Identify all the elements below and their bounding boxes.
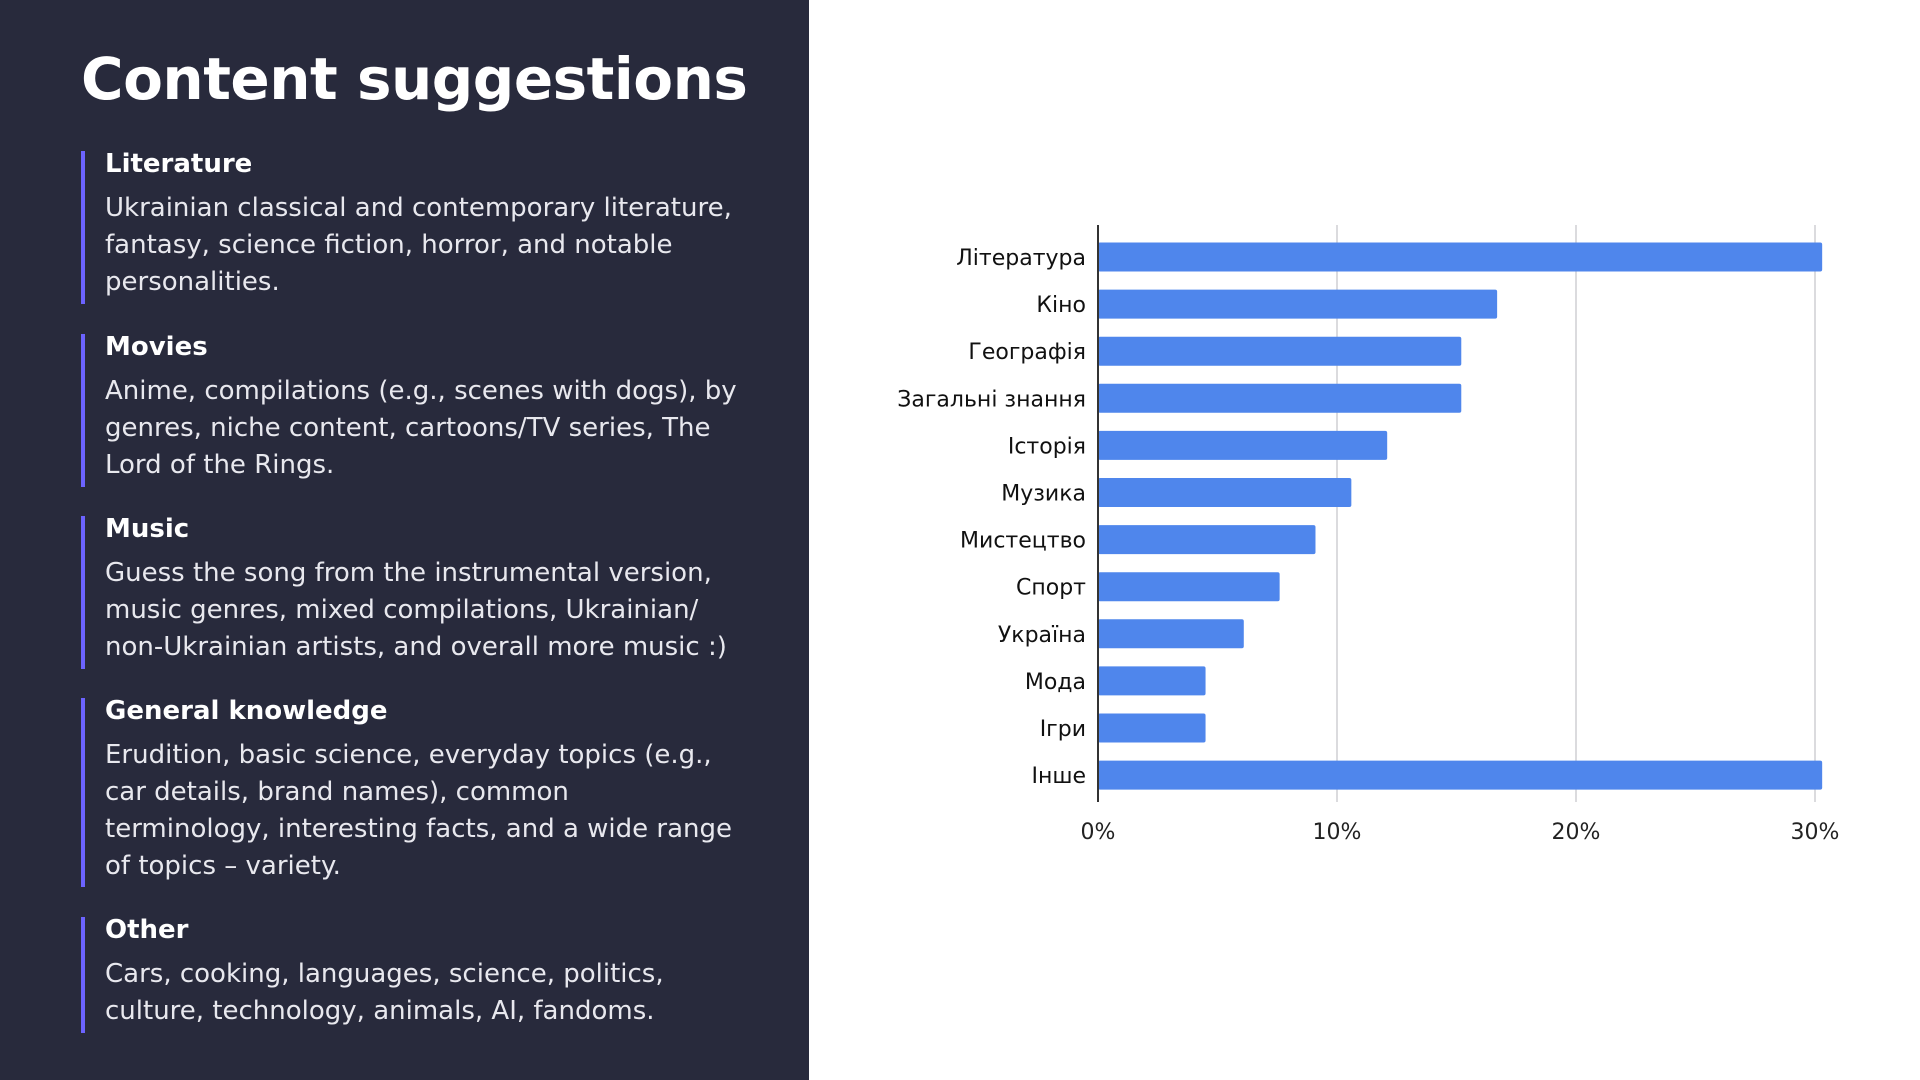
bar — [1098, 666, 1206, 696]
slide-title: Content suggestions — [81, 45, 748, 113]
bar — [1098, 572, 1280, 602]
section-body: Erudition, basic science, everyday topic… — [105, 740, 733, 882]
category-label: Географія — [968, 340, 1086, 365]
section-body: Ukrainian classical and contemporary lit… — [105, 193, 732, 298]
section-other: Other Cars, cooking, languages, science,… — [81, 915, 741, 1033]
section-body: Guess the song from the instrumental ver… — [105, 558, 727, 663]
bar — [1098, 430, 1388, 460]
category-label: Мистецтво — [960, 529, 1086, 554]
bar — [1098, 619, 1244, 649]
bar — [1098, 383, 1462, 413]
category-label: Література — [956, 246, 1086, 271]
category-label: Кіно — [1036, 293, 1086, 318]
section-music: Music Guess the song from the instrument… — [81, 514, 741, 669]
section-heading: Movies — [105, 332, 208, 362]
section-literature: Literature Ukrainian classical and conte… — [81, 149, 741, 304]
category-label: Ігри — [1040, 717, 1086, 742]
category-label: Україна — [998, 623, 1086, 648]
bar-chart: 0% 10% 20% 30% Література Кіно Географія Загаль… — [897, 225, 1840, 845]
bar — [1098, 525, 1316, 555]
category-label: Інше — [1031, 764, 1086, 789]
bar — [1098, 713, 1206, 743]
category-label: Історія — [1008, 434, 1086, 459]
bar — [1098, 289, 1498, 319]
section-heading: Literature — [105, 149, 253, 179]
section-movies: Movies Anime, compilations (e.g., scenes… — [81, 332, 741, 487]
category-label: Музика — [1001, 482, 1086, 507]
section-heading: Music — [105, 514, 190, 544]
x-tick-label: 20% — [1552, 820, 1601, 845]
bar — [1098, 242, 1823, 272]
chart-area: 0% 10% 20% 30% Література Кіно Географія Загаль… — [809, 0, 1920, 1080]
category-label: Мода — [1025, 670, 1086, 695]
bar — [1098, 478, 1352, 507]
category-label: Загальні знання — [897, 387, 1086, 412]
bar — [1098, 336, 1462, 366]
section-body: Cars, cooking, languages, science, polit… — [105, 959, 664, 1027]
category-label: Спорт — [1016, 576, 1086, 601]
section-body: Anime, compilations (e.g., scenes with d… — [105, 376, 737, 481]
left-panel: Content suggestions Literature Ukrainian… — [0, 0, 809, 1080]
section-heading: General knowledge — [105, 696, 388, 726]
section-heading: Other — [105, 915, 189, 945]
x-tick-label: 10% — [1313, 820, 1362, 845]
bar — [1098, 760, 1823, 790]
x-tick-label: 30% — [1791, 820, 1840, 845]
x-tick-label: 0% — [1081, 820, 1116, 845]
section-general-knowledge: General knowledge Erudition, basic scien… — [81, 696, 741, 887]
